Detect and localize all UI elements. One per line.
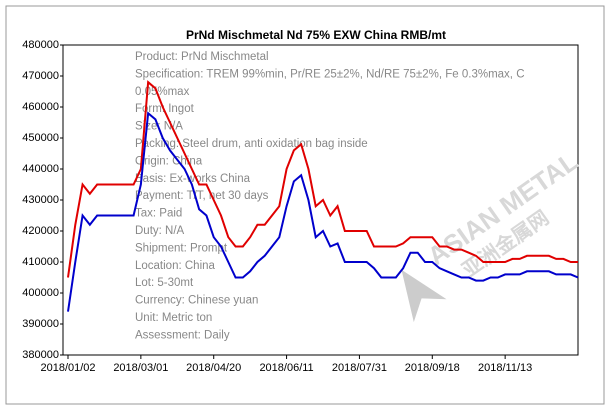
info-text: Duty: N/A — [135, 225, 185, 237]
y-tick-label: 440000 — [22, 163, 59, 175]
y-tick-label: 480000 — [22, 39, 59, 51]
x-tick-label: 2018/11/13 — [478, 362, 532, 374]
info-text: Shipment: Prompt — [135, 242, 228, 254]
series-line — [67, 80, 578, 278]
y-tick-label: 430000 — [22, 194, 59, 206]
y-tick-label: 410000 — [22, 256, 59, 268]
x-tick-label: 2018/09/18 — [405, 362, 460, 374]
x-tick-label: 2018/01/02 — [40, 362, 95, 374]
x-tick-label: 2018/04/20 — [186, 362, 241, 374]
logo — [401, 269, 447, 323]
y-tick-label: 400000 — [22, 287, 59, 299]
info-text: Product: PrNd Mischmetal — [135, 51, 269, 63]
info-text: Tax: Paid — [135, 208, 182, 220]
x-tick-label: 2018/03/01 — [113, 362, 168, 374]
y-tick-label: 420000 — [22, 225, 59, 237]
y-tick-label: 450000 — [22, 132, 59, 144]
y-tick-label: 460000 — [22, 101, 59, 113]
y-tick-label: 390000 — [22, 318, 59, 330]
y-tick-label: 470000 — [22, 70, 59, 82]
info-text: Currency: Chinese yuan — [135, 295, 258, 307]
chart-title: PrNd Mischmetal Nd 75% EXW China RMB/mt — [186, 28, 446, 42]
plot-area — [62, 44, 579, 356]
info-text: Payment: T/T, net 30 days — [135, 190, 269, 202]
info-text: Origin: China — [135, 155, 203, 167]
info-text: 0.05%max — [135, 86, 190, 98]
x-tick-label: 2018/07/31 — [332, 362, 387, 374]
info-text: Location: China — [135, 260, 216, 272]
info-text: Unit: Metric ton — [135, 312, 212, 324]
info-text: Lot: 5-30mt — [135, 277, 194, 289]
series-line — [67, 111, 579, 312]
info-text: Packing: Steel drum, anti oxidation bag … — [135, 138, 368, 150]
info-text: Specification: TREM 99%min, Pr/RE 25±2%,… — [135, 68, 525, 80]
y-tick-label: 380000 — [22, 349, 59, 361]
info-text: Assessment: Daily — [135, 329, 230, 341]
info-text: Basis: Ex-works China — [135, 173, 251, 185]
x-tick-label: 2018/06/11 — [259, 362, 313, 374]
